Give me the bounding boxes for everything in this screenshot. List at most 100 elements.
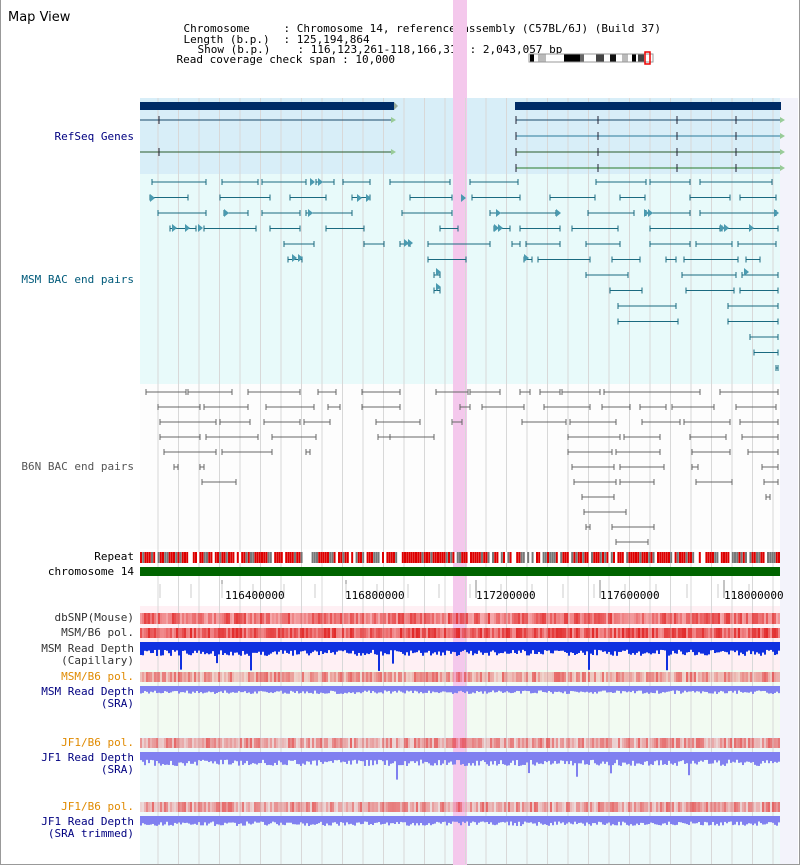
polymorphism-cell xyxy=(438,628,440,638)
read-depth-bar xyxy=(750,642,752,655)
polymorphism-cell xyxy=(618,613,620,624)
polymorphism-cell xyxy=(680,802,682,812)
polymorphism-cell xyxy=(662,613,664,624)
ideogram-position-marker[interactable] xyxy=(644,51,651,65)
read-depth-bar xyxy=(558,642,560,651)
track-label-msm-depth-sra-1[interactable]: MSM Read Depth xyxy=(41,685,134,698)
track-label-msm-b6-pol-1[interactable]: MSM/B6 pol. xyxy=(61,626,134,639)
read-depth-bar xyxy=(728,686,730,692)
read-depth-bar xyxy=(576,686,578,692)
polymorphism-cell xyxy=(250,802,252,812)
track-label-repeat[interactable]: Repeat xyxy=(94,550,134,563)
read-depth-bar xyxy=(580,686,582,692)
track-label-msm-depth-cap-1[interactable]: MSM Read Depth xyxy=(41,642,134,655)
polymorphism-cell xyxy=(728,802,730,812)
polymorphism-cell xyxy=(508,738,510,748)
chromosome-ideogram[interactable] xyxy=(528,51,658,65)
polymorphism-cell xyxy=(714,738,716,748)
repeat-block xyxy=(373,552,376,563)
polymorphism-cell xyxy=(540,672,542,682)
read-depth-bar xyxy=(544,686,546,693)
polymorphism-cell xyxy=(230,802,232,812)
read-depth-bar xyxy=(684,642,686,656)
read-depth-bar xyxy=(554,816,556,822)
polymorphism-cell xyxy=(324,628,326,638)
read-depth-bar xyxy=(500,816,502,823)
polymorphism-cell xyxy=(152,802,154,812)
read-depth-bar xyxy=(546,642,548,651)
polymorphism-cell xyxy=(712,802,714,812)
read-depth-bar xyxy=(366,752,368,760)
read-depth-bar xyxy=(386,752,388,761)
read-depth-bar xyxy=(566,816,568,824)
polymorphism-cell xyxy=(390,613,392,624)
polymorphism-cell xyxy=(238,802,240,812)
polymorphism-cell xyxy=(764,802,766,812)
track-label-jf1-depth-sra-2: (SRA) xyxy=(100,763,134,776)
repeat-block xyxy=(322,552,325,563)
read-depth-bar xyxy=(300,686,302,693)
track-label-jf1-b6-pol-2[interactable]: JF1/B6 pol. xyxy=(61,800,134,813)
polymorphism-cell xyxy=(696,613,698,624)
polymorphism-cell xyxy=(672,802,674,812)
read-depth-bar xyxy=(548,686,550,691)
polymorphism-cell xyxy=(424,738,426,748)
polymorphism-cell xyxy=(254,802,256,812)
read-depth-bar xyxy=(474,816,476,823)
track-label-dbsnp[interactable]: dbSNP(Mouse) xyxy=(54,611,134,624)
polymorphism-cell xyxy=(554,672,556,682)
read-depth-bar xyxy=(412,816,414,823)
read-depth-bar xyxy=(242,686,244,693)
repeat-block xyxy=(351,552,354,563)
polymorphism-cell xyxy=(436,738,438,748)
polymorphism-cell xyxy=(604,613,606,624)
read-depth-bar xyxy=(470,642,472,651)
track-label-chromosome[interactable]: chromosome 14 xyxy=(47,565,134,578)
polymorphism-cell xyxy=(328,802,330,812)
polymorphism-cell xyxy=(350,628,352,638)
read-depth-bar xyxy=(752,686,754,694)
polymorphism-cell xyxy=(484,628,486,638)
read-depth-bar xyxy=(406,816,408,826)
polymorphism-cell xyxy=(198,628,200,638)
repeat-block xyxy=(360,552,362,563)
track-label-msm-bac[interactable]: MSM BAC end pairs xyxy=(21,273,134,286)
read-depth-bar xyxy=(754,816,756,824)
polymorphism-cell xyxy=(288,738,290,748)
read-depth-bar xyxy=(152,686,154,693)
repeat-block xyxy=(274,552,277,563)
polymorphism-cell xyxy=(700,672,702,682)
track-label-jf1-depth-sra-1[interactable]: JF1 Read Depth xyxy=(41,751,134,764)
repeat-block xyxy=(252,552,255,563)
polymorphism-cell xyxy=(194,672,196,682)
polymorphism-cell xyxy=(404,613,406,624)
polymorphism-cell xyxy=(284,628,286,638)
track-label-b6n-bac[interactable]: B6N BAC end pairs xyxy=(21,460,134,473)
read-depth-bar xyxy=(358,686,360,693)
read-depth-bar xyxy=(198,816,200,823)
read-depth-bar xyxy=(552,752,554,764)
polymorphism-cell xyxy=(324,613,326,624)
polymorphism-cell xyxy=(602,672,604,682)
repeat-block xyxy=(388,552,391,563)
read-depth-bar xyxy=(772,816,774,823)
polymorphism-cell xyxy=(476,613,478,624)
read-depth-bar xyxy=(284,752,286,765)
track-label-jf1-b6-pol-1[interactable]: JF1/B6 pol. xyxy=(61,736,134,749)
polymorphism-cell xyxy=(416,672,418,682)
read-depth-bar xyxy=(532,752,534,765)
polymorphism-cell xyxy=(268,628,270,638)
polymorphism-cell xyxy=(434,672,436,682)
polymorphism-cell xyxy=(574,613,576,624)
read-depth-bar xyxy=(358,752,360,761)
polymorphism-cell xyxy=(252,672,254,682)
track-label-msm-b6-pol-2[interactable]: MSM/B6 pol. xyxy=(61,670,134,683)
read-depth-bar xyxy=(382,816,384,825)
track-label-refseq[interactable]: RefSeq Genes xyxy=(54,130,134,143)
read-depth-bar xyxy=(218,642,220,655)
read-depth-bar xyxy=(768,642,770,651)
polymorphism-cell xyxy=(150,672,152,682)
polymorphism-cell xyxy=(194,802,196,812)
track-label-jf1-depth-trim-1[interactable]: JF1 Read Depth xyxy=(41,815,134,828)
